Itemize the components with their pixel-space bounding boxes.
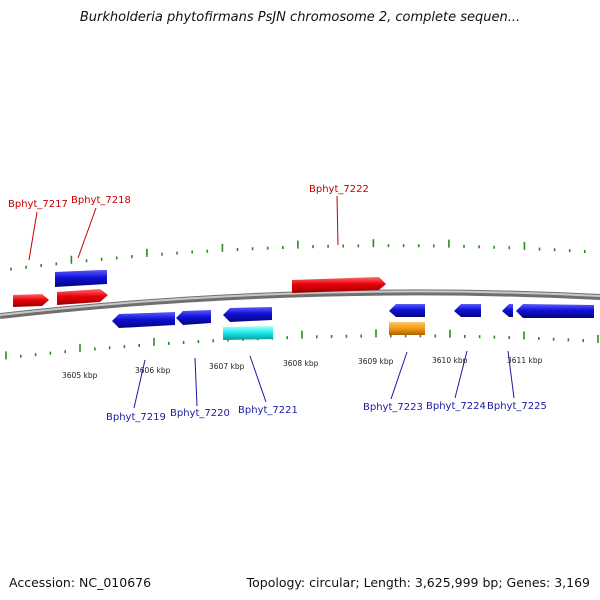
leader-line-7222 <box>336 195 339 246</box>
gene-label-bphyt-7219[interactable]: Bphyt_7219 <box>106 412 166 423</box>
gene-feature-bphyt-7225[interactable] <box>516 304 594 318</box>
gene-feature-cyan[interactable] <box>223 326 273 340</box>
leader-line-7225 <box>507 350 515 399</box>
leader-line-7221 <box>249 355 267 403</box>
gene-label-bphyt-7217[interactable]: Bphyt_7217 <box>8 199 68 210</box>
accession-text: Accession: NC_010676 <box>9 575 152 590</box>
tick-label-3611: 3611 kbp <box>507 356 543 365</box>
tick-label-3605: 3605 kbp <box>62 371 98 380</box>
tick-label-3607: 3607 kbp <box>209 362 245 371</box>
tick-label-3610: 3610 kbp <box>432 356 468 365</box>
gene-label-bphyt-7220[interactable]: Bphyt_7220 <box>170 408 230 419</box>
map-title: Burkholderia phytofirmans PsJN chromosom… <box>79 10 521 25</box>
gene-feature-bphyt-7225-small[interactable] <box>502 304 513 317</box>
gene-label-bphyt-7225[interactable]: Bphyt_7225 <box>487 401 547 412</box>
gene-feature-bphyt-7218[interactable] <box>55 270 107 287</box>
gene-feature-bphyt-7222[interactable] <box>292 277 386 293</box>
leader-line-7219 <box>133 359 146 409</box>
gene-feature-bphyt-7224[interactable] <box>454 304 481 317</box>
leader-line-7223 <box>390 351 408 400</box>
leader-line-7224 <box>454 350 468 399</box>
gene-label-bphyt-7224[interactable]: Bphyt_7224 <box>426 401 486 412</box>
gene-feature-bphyt-7220[interactable] <box>176 310 211 325</box>
gene-feature-bphyt-7223[interactable] <box>389 304 425 317</box>
gene-feature-red-2[interactable] <box>57 289 108 305</box>
tick-label-3608: 3608 kbp <box>283 359 319 368</box>
lower-tick-row <box>5 329 599 360</box>
leader-line-7218 <box>77 207 97 259</box>
chromosome-backbone <box>0 289 600 319</box>
gene-feature-bphyt-7217[interactable] <box>13 294 49 307</box>
leader-line-7217 <box>28 211 38 261</box>
tick-label-3609: 3609 kbp <box>358 357 394 366</box>
gene-feature-bphyt-7219[interactable] <box>112 312 175 328</box>
gene-label-bphyt-7221[interactable]: Bphyt_7221 <box>238 405 298 416</box>
gene-feature-bphyt-7221[interactable] <box>223 307 272 322</box>
leader-line-7220 <box>194 357 198 407</box>
chromosome-backbone-highlight <box>0 290 600 316</box>
upper-tick-row <box>10 239 586 271</box>
gene-label-bphyt-7223[interactable]: Bphyt_7223 <box>363 402 423 413</box>
topology-summary-text: Topology: circular; Length: 3,625,999 bp… <box>246 575 590 590</box>
gene-label-bphyt-7218[interactable]: Bphyt_7218 <box>71 195 131 206</box>
tick-label-3606: 3606 kbp <box>135 366 171 375</box>
gene-feature-orange[interactable] <box>389 322 425 335</box>
gene-label-bphyt-7222[interactable]: Bphyt_7222 <box>309 184 369 195</box>
